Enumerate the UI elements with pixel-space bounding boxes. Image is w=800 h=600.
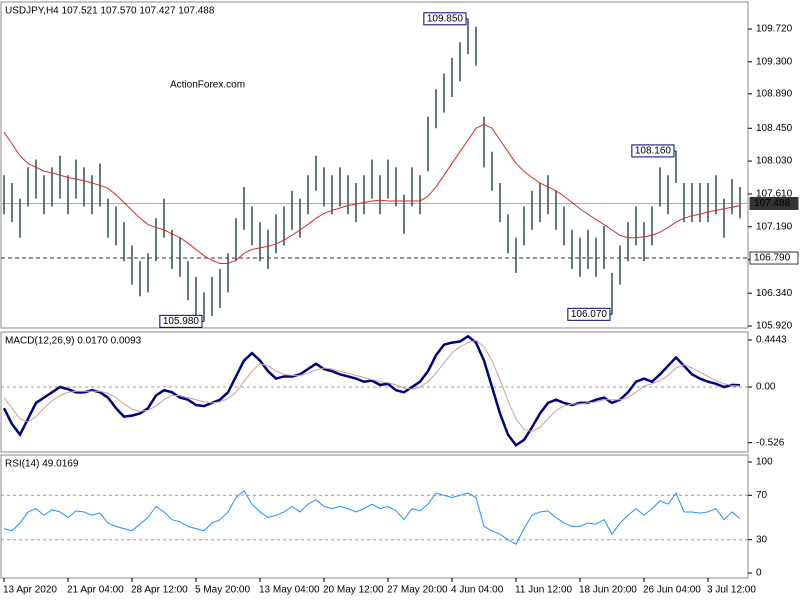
y-tick-label: 109.720: [756, 24, 793, 35]
watermark: ActionForex.com: [170, 80, 245, 91]
y-tick-label: 30: [756, 534, 768, 545]
y-tick-label: 108.890: [756, 88, 793, 99]
y-tick-label: 108.030: [756, 156, 793, 167]
price-label: 107.488: [754, 198, 791, 209]
moving-average: [3, 123, 741, 265]
pane-title: USDJPY,H4 107.521 107.570 107.427 107.48…: [5, 6, 215, 17]
pane-title: MACD(12,26,9) 0.0170 0.0093: [5, 336, 142, 347]
y-tick-label: 0.4443: [756, 335, 787, 346]
indicator-line: [2, 334, 741, 447]
x-tick-label: 11 Jun 12:00: [515, 585, 573, 596]
annotation-label: 108.160: [635, 146, 672, 157]
y-tick-label: 0.00: [756, 382, 776, 393]
y-tick-label: -0.526: [756, 437, 785, 448]
price-label: 106.790: [754, 253, 791, 264]
indicator-line: [3, 490, 741, 545]
x-tick-label: 5 May 20:00: [195, 585, 250, 596]
pane-border: [0, 331, 749, 453]
price-label-box: [749, 196, 799, 210]
x-tick-label: 28 Apr 12:00: [131, 585, 188, 596]
indicator-line: [3, 339, 741, 433]
price-label-box: [749, 251, 799, 265]
x-tick-label: 4 Jun 04:00: [451, 585, 504, 596]
annotation-label: 105.980: [163, 316, 200, 327]
x-tick-label: 27 May 20:00: [387, 585, 448, 596]
x-tick-label: 13 Apr 2020: [3, 585, 57, 596]
annotation: 105.980: [159, 314, 204, 328]
annotation-label: 109.850: [427, 13, 464, 24]
x-tick-label: 18 Jun 20:00: [579, 585, 637, 596]
y-tick-label: 109.300: [756, 56, 793, 67]
y-tick-label: 107.190: [756, 221, 793, 232]
pane-border: [0, 454, 749, 579]
y-tick-label: 100: [756, 457, 773, 468]
pane-title: RSI(14) 49.0169: [5, 459, 79, 470]
x-tick-label: 13 May 04:00: [259, 585, 320, 596]
y-tick-label: 70: [756, 490, 768, 501]
pane-border: [0, 1, 749, 329]
x-tick-label: 20 May 12:00: [323, 585, 384, 596]
y-tick-label: 107.610: [756, 189, 793, 200]
x-tick-label: 21 Apr 04:00: [67, 585, 124, 596]
annotation: 109.850: [423, 12, 468, 26]
annotation-label: 106.070: [571, 309, 608, 320]
y-tick-label: 105.920: [756, 321, 793, 332]
y-tick-label: 0: [756, 568, 762, 579]
annotation: 106.070: [567, 307, 612, 321]
y-tick-label: 108.450: [756, 123, 793, 134]
x-tick-label: 3 Jul 12:00: [707, 585, 756, 596]
y-tick-label: 106.340: [756, 288, 793, 299]
annotation: 108.160: [631, 144, 676, 158]
x-tick-label: 26 Jun 04:00: [643, 585, 701, 596]
